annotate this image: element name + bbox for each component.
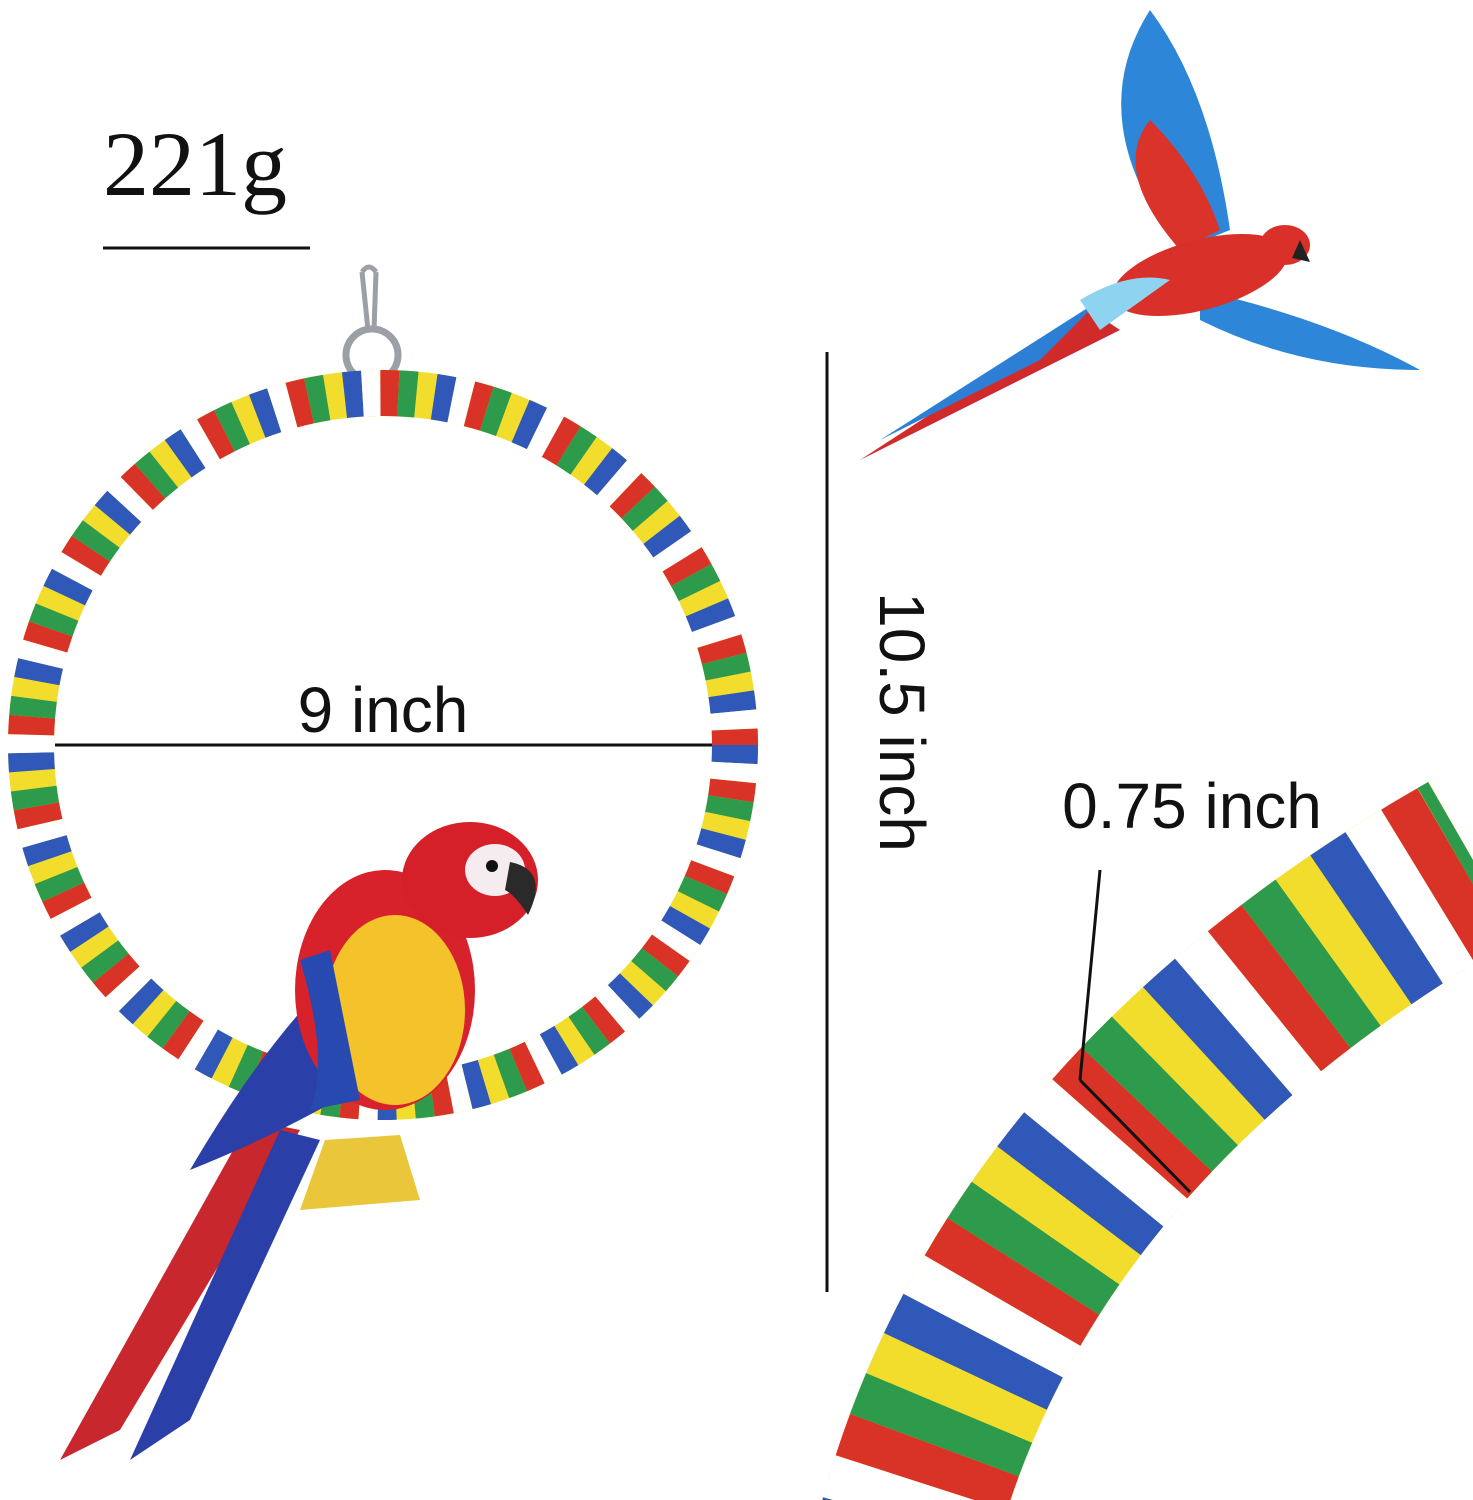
thickness-lines	[1078, 869, 1192, 1194]
height-label: 10.5 inch	[866, 592, 938, 852]
thickness-label: 0.75 inch	[1062, 770, 1322, 842]
rope-closeup	[822, 781, 1473, 1500]
diameter-label: 9 inch	[298, 674, 469, 746]
flying-parrot	[860, 10, 1420, 460]
weight-label: 221g	[103, 113, 287, 215]
perched-parrot	[60, 822, 538, 1460]
